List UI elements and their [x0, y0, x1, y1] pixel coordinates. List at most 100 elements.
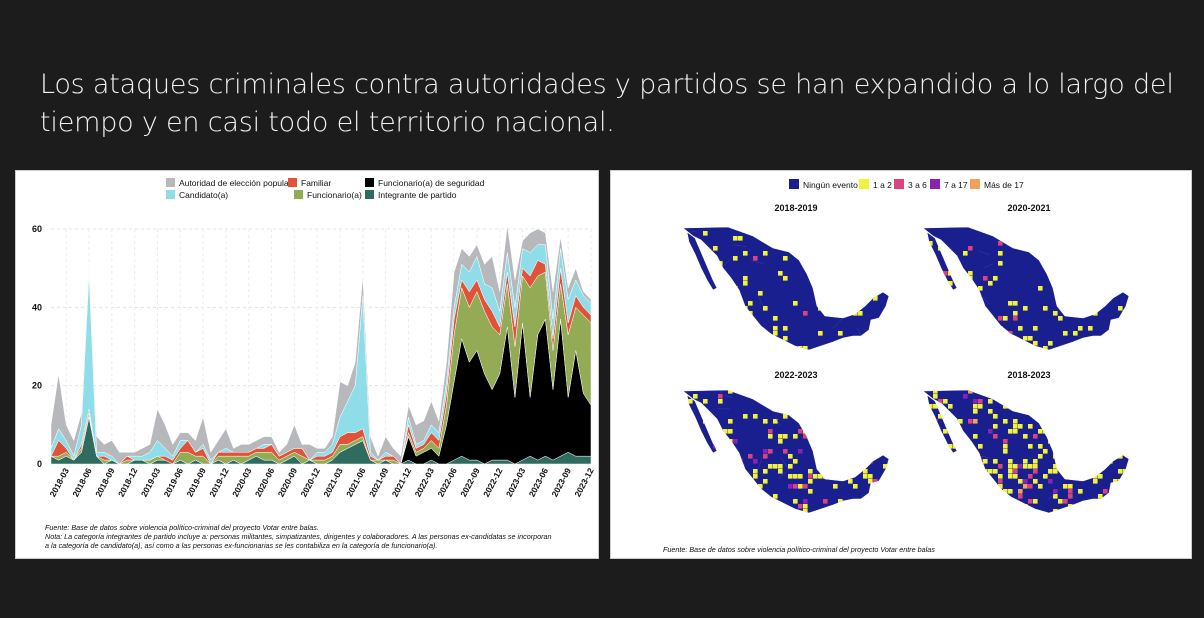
municipality-cell	[748, 301, 753, 306]
municipality-cell	[1003, 449, 1008, 454]
municipality-cell	[1093, 311, 1098, 316]
municipality-cell	[1018, 504, 1023, 509]
municipality-cell	[1008, 429, 1013, 434]
municipality-cell	[1033, 459, 1038, 464]
municipality-cell	[1013, 469, 1018, 474]
municipality-cell	[1023, 336, 1028, 341]
municipality-cell	[888, 331, 889, 336]
municipality-cell	[748, 514, 753, 519]
municipality-cell	[813, 424, 818, 429]
municipality-cell	[948, 454, 953, 459]
municipality-cell	[1033, 326, 1038, 331]
municipality-cell	[1003, 499, 1008, 504]
municipality-cell	[868, 454, 873, 459]
municipality-cell	[988, 469, 993, 474]
municipality-cell	[808, 474, 813, 479]
municipality-cell	[1033, 469, 1038, 474]
municipality-cell	[948, 404, 953, 409]
municipality-cell	[1108, 499, 1113, 504]
municipality-cell	[1108, 424, 1113, 429]
municipality-cell	[718, 296, 723, 301]
x-tick-label: 2023-12	[572, 466, 596, 498]
municipality-cell	[718, 394, 723, 399]
municipality-cell	[788, 454, 793, 459]
municipality-cell	[828, 394, 833, 399]
municipality-cell	[1123, 479, 1128, 484]
municipality-cell	[723, 454, 728, 459]
municipality-cell	[738, 236, 743, 241]
municipality-cell	[763, 449, 768, 454]
municipality-cell	[698, 311, 703, 316]
municipality-cell	[973, 434, 978, 439]
municipality-cell	[838, 231, 843, 236]
municipality-cell	[778, 469, 783, 474]
municipality-cell	[788, 404, 793, 409]
municipality-cell	[933, 419, 938, 424]
municipality-cell	[1123, 504, 1128, 509]
municipality-cell	[1083, 281, 1088, 286]
municipality-cell	[1068, 296, 1073, 301]
municipality-cell	[1088, 390, 1093, 394]
municipality-cell	[793, 301, 798, 306]
municipality-cell	[953, 321, 958, 326]
map-legend-label: Ningún evento	[803, 180, 858, 190]
municipality-cell	[833, 484, 838, 489]
municipality-cell	[708, 424, 713, 429]
municipality-cell	[1018, 464, 1023, 469]
municipality-cell	[733, 439, 738, 444]
municipality-cell	[728, 514, 733, 519]
municipality-cell	[1018, 404, 1023, 409]
municipality-cell	[1113, 454, 1118, 459]
municipality-cell	[728, 494, 733, 499]
municipality-cell	[1068, 439, 1073, 444]
municipality-cell	[1083, 409, 1088, 414]
municipality-cell	[778, 434, 783, 439]
municipality-cell	[963, 251, 968, 256]
municipality-cell	[838, 399, 843, 404]
municipality-cell	[818, 444, 823, 449]
municipality-cell	[978, 404, 983, 409]
municipality-cell	[923, 399, 928, 404]
x-tick-label: 2021-09	[367, 466, 391, 498]
municipality-cell	[1078, 326, 1083, 331]
municipality-cell	[963, 479, 968, 484]
municipality-cell	[1048, 439, 1053, 444]
municipality-cell	[1073, 331, 1078, 336]
x-tick-label: 2020-12	[298, 466, 322, 498]
municipality-cell	[793, 499, 798, 504]
municipality-cell	[788, 514, 793, 519]
municipality-cell	[818, 331, 823, 336]
municipality-cell	[803, 499, 808, 504]
municipality-cell	[708, 459, 713, 464]
municipality-cell	[1063, 429, 1068, 434]
municipality-cell	[1123, 390, 1128, 394]
municipality-cell	[768, 434, 773, 439]
municipality-cell	[1078, 301, 1083, 306]
municipality-cell	[703, 414, 708, 419]
municipality-cell	[783, 276, 788, 281]
municipality-cell	[1003, 489, 1008, 494]
municipality-cell	[938, 479, 943, 484]
municipality-cell	[928, 424, 933, 429]
municipality-cell	[1083, 424, 1088, 429]
municipality-cell	[1013, 311, 1018, 316]
municipality-cell	[923, 409, 928, 414]
municipality-cell	[1053, 429, 1058, 434]
municipality-cell	[998, 261, 1003, 266]
municipality-cell	[998, 316, 1003, 321]
x-tick-label: 2022-03	[413, 466, 437, 498]
municipality-cell	[778, 271, 783, 276]
municipality-cell	[1068, 469, 1073, 474]
municipality-cell	[1098, 390, 1103, 394]
municipality-cell	[1068, 429, 1073, 434]
municipality-cell	[938, 504, 943, 509]
municipality-cell	[953, 474, 958, 479]
municipality-cell	[943, 429, 948, 434]
municipality-cell	[988, 281, 993, 286]
baja-peninsula	[686, 394, 718, 454]
municipality-cell	[1023, 306, 1028, 311]
municipality-cell	[1023, 514, 1028, 519]
chart-source: Fuente: Base de datos sobre violencia po…	[45, 523, 319, 532]
municipality-cell	[983, 276, 988, 281]
municipality-cell	[733, 499, 738, 504]
